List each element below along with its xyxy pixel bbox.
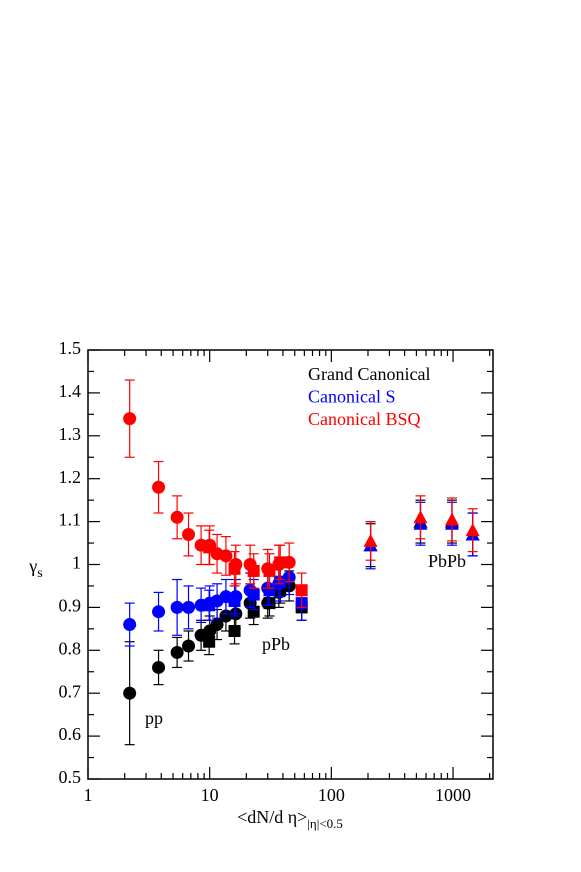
marker xyxy=(274,556,287,569)
marker xyxy=(219,609,233,623)
marker xyxy=(247,605,260,618)
marker xyxy=(203,541,216,554)
marker xyxy=(123,618,137,632)
marker xyxy=(247,564,260,577)
x-label-main: <dN/d η> xyxy=(237,807,307,827)
y-tick-label: 1.1 xyxy=(59,510,82,530)
y-tick-label: 0.6 xyxy=(59,724,82,744)
y-tick-label: 1 xyxy=(72,553,81,573)
marker xyxy=(363,533,378,547)
x-axis-label: <dN/d η>|η|<0.5 xyxy=(237,807,343,831)
marker xyxy=(170,600,184,614)
marker xyxy=(444,512,459,526)
annotation: pp xyxy=(145,708,163,728)
marker xyxy=(203,599,216,612)
x-tick-label: 1000 xyxy=(435,785,471,805)
y-tick-label: 1.5 xyxy=(59,338,82,358)
marker xyxy=(152,660,166,674)
marker xyxy=(182,527,196,541)
marker xyxy=(203,635,216,648)
y-tick-label: 0.8 xyxy=(59,638,82,658)
y-tick-label: 0.9 xyxy=(59,596,82,616)
y-tick-label: 1.3 xyxy=(59,424,82,444)
marker xyxy=(263,584,276,597)
marker xyxy=(465,523,480,537)
marker xyxy=(228,624,241,637)
marker xyxy=(263,564,276,577)
marker xyxy=(413,510,428,524)
legend-entry: Canonical S xyxy=(308,387,396,407)
marker xyxy=(152,605,166,619)
marker xyxy=(247,588,260,601)
legend-entry: Grand Canonical xyxy=(308,364,430,384)
legend-entry: Canonical BSQ xyxy=(308,409,421,429)
marker xyxy=(123,412,137,426)
y-tick-label: 0.7 xyxy=(59,681,82,701)
x-tick-label: 1 xyxy=(84,785,93,805)
marker xyxy=(210,618,224,632)
marker xyxy=(228,562,241,575)
marker xyxy=(152,480,166,494)
y-label-sub: s xyxy=(37,566,42,581)
marker xyxy=(228,594,241,607)
x-tick-label: 10 xyxy=(201,785,219,805)
marker xyxy=(274,575,287,588)
marker xyxy=(219,549,233,563)
x-label-sub: |η|<0.5 xyxy=(307,816,343,831)
marker xyxy=(295,584,308,597)
marker xyxy=(123,686,137,700)
annotation: PbPb xyxy=(428,551,466,571)
annotation: pPb xyxy=(262,634,290,654)
y-tick-label: 0.5 xyxy=(59,767,82,787)
marker xyxy=(182,639,196,653)
y-tick-label: 1.4 xyxy=(59,381,82,401)
y-label-main: γ xyxy=(28,556,37,576)
y-tick-label: 1.2 xyxy=(59,467,82,487)
marker xyxy=(170,645,184,659)
marker xyxy=(170,510,184,524)
y-axis-label: γs xyxy=(28,556,42,581)
marker xyxy=(182,600,196,614)
x-tick-label: 100 xyxy=(318,785,345,805)
